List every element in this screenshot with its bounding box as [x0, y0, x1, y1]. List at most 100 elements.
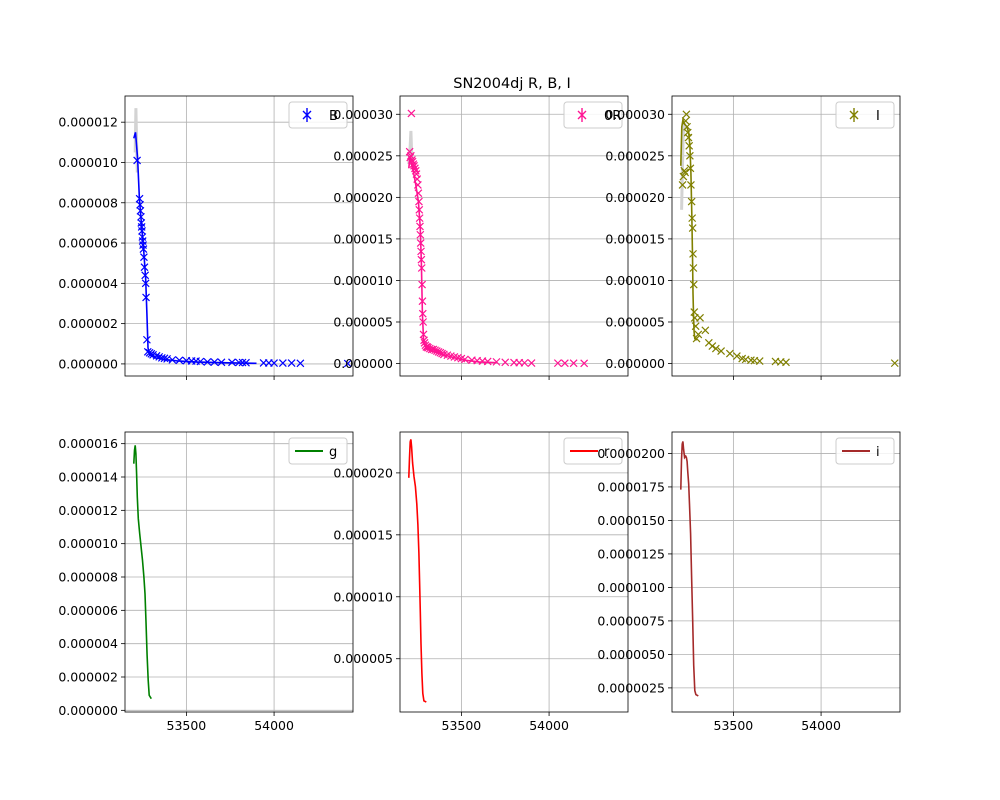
- data-point: [175, 356, 184, 365]
- legend-handle: [302, 108, 312, 122]
- y-tick-label: 0.0000200: [597, 446, 665, 461]
- y-tick-label: 0.0000100: [597, 580, 665, 595]
- y-tick-label: 0.000012: [58, 503, 118, 518]
- data-point: [217, 358, 226, 367]
- y-tick-label: 0.000010: [605, 273, 665, 288]
- panel-g: 0.000000 0.000002 0.000004 0.000006 0.000008…: [58, 431, 354, 733]
- x-tick-label: 53500: [167, 718, 207, 733]
- y-tick-label: 0.0000150: [597, 513, 665, 528]
- data-point: [492, 357, 501, 366]
- legend-label: i: [876, 445, 880, 460]
- data-point: [696, 313, 704, 322]
- y-tick-label: 0.000000: [333, 356, 393, 371]
- data-point: [140, 253, 148, 262]
- data-point: [689, 264, 698, 272]
- y-tick-label: 0.000030: [333, 107, 393, 122]
- data-point: [343, 359, 352, 368]
- y-tick-label: 0.000000: [58, 703, 118, 718]
- data-point: [410, 164, 419, 173]
- data-point: [725, 349, 734, 358]
- data-point: [687, 197, 696, 206]
- y-tick-label: 0.000004: [58, 276, 118, 291]
- panel-i: 0.0000025 0.0000050 0.0000075 0.0000100 0.00…: [597, 431, 901, 733]
- data-point: [678, 180, 687, 189]
- data-point: [685, 151, 694, 160]
- panel-r: 0.000005 0.000010 0.000015 0.000020 53500 540…: [333, 431, 629, 733]
- x-tick-label: 54000: [529, 718, 569, 733]
- data-point: [711, 344, 720, 353]
- data-point: [137, 212, 145, 221]
- y-tick-label: 0.000010: [58, 155, 118, 170]
- data-point: [418, 309, 427, 318]
- data-point: [142, 293, 150, 302]
- data-point: [413, 180, 422, 189]
- y-tick-label: 0.000014: [58, 470, 118, 485]
- data-point: [160, 354, 169, 363]
- data-point: [501, 358, 510, 367]
- y-tick-label: 0.000030: [605, 107, 665, 122]
- data-point: [527, 359, 536, 367]
- data-point: [415, 214, 424, 223]
- data-point: [418, 280, 427, 289]
- legend: r: [563, 437, 623, 465]
- series-line-r: [408, 439, 427, 703]
- data-point: [136, 206, 145, 215]
- axes-frame: [671, 95, 901, 377]
- y-tick-label: 0.000020: [333, 465, 393, 480]
- legend-box: [288, 101, 348, 129]
- y-tick-label: 0.000015: [605, 231, 665, 246]
- axes-frame: [124, 95, 354, 377]
- x-tick-label: 54000: [254, 718, 294, 733]
- data-point: [686, 164, 695, 173]
- y-tick-label: 0.000016: [58, 436, 118, 451]
- data-point: [270, 359, 279, 368]
- y-tick-label: 0.000008: [58, 195, 118, 210]
- y-tick-label: 0.000010: [333, 273, 393, 288]
- data-point: [135, 194, 144, 203]
- data-point: [684, 133, 693, 142]
- data-point: [409, 160, 418, 169]
- data-point: [418, 297, 427, 306]
- data-point: [580, 359, 589, 368]
- data-point: [689, 280, 698, 289]
- x-tick-label: 53500: [714, 718, 754, 733]
- data-point: [417, 247, 425, 256]
- data-point: [416, 222, 424, 231]
- data-point: [890, 359, 899, 368]
- axes-frame: [399, 431, 629, 713]
- y-tick-label: 0.000020: [605, 190, 665, 205]
- legend-handle: [577, 108, 587, 122]
- data-point: [460, 355, 469, 364]
- y-tick-label: 0.000005: [333, 651, 393, 666]
- data-layer: [405, 109, 589, 368]
- axes-frame: [124, 431, 354, 713]
- legend: I: [835, 101, 895, 129]
- y-tick-label: 0.000025: [333, 148, 393, 163]
- data-layer: [133, 445, 152, 700]
- y-tick-label: 0.000015: [333, 527, 393, 542]
- y-tick-label: 0.000020: [333, 190, 393, 205]
- y-tick-label: 0.000010: [58, 536, 118, 551]
- data-point: [410, 161, 418, 170]
- x-tick-label: 53500: [442, 718, 482, 733]
- y-tick-label: 0.000006: [58, 236, 118, 251]
- x-tick-label: 54000: [801, 718, 841, 733]
- data-point: [138, 227, 146, 235]
- data-point: [407, 109, 416, 118]
- data-point: [408, 156, 416, 164]
- data-layer: [408, 439, 427, 703]
- data-point: [682, 110, 691, 119]
- data-layer: [680, 441, 699, 697]
- y-tick-label: 0.000008: [58, 570, 118, 585]
- data-point: [278, 359, 287, 368]
- data-point: [141, 279, 150, 288]
- series-line-g: [133, 445, 152, 700]
- data-point: [569, 359, 578, 368]
- data-point: [242, 358, 250, 367]
- data-point: [415, 197, 423, 206]
- data-point: [520, 358, 529, 367]
- y-tick-label: 0.0000050: [597, 647, 665, 662]
- data-point: [553, 359, 562, 368]
- y-tick-label: 0.000005: [333, 314, 393, 329]
